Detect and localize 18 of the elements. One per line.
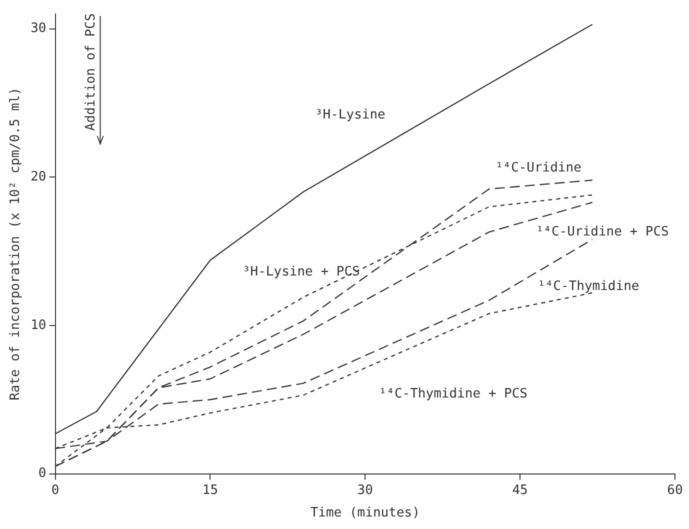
series-label: ¹⁴C-Uridine + PCS <box>536 224 669 240</box>
x-tick-label: 15 <box>202 482 218 498</box>
y-axis-title: Rate of incorporation (x 10² cpm/0.5 ml) <box>8 87 24 400</box>
x-tick-label: 30 <box>357 482 373 498</box>
y-tick-label: 30 <box>30 21 46 36</box>
series-label: ¹⁴C-Thymidine + PCS <box>378 386 528 402</box>
series-label: ³H-Lysine + PCS <box>242 264 360 280</box>
x-tick-label: 0 <box>51 482 60 498</box>
y-tick-label: 20 <box>30 170 46 185</box>
series-label: ¹⁴C-Thymidine <box>537 278 640 294</box>
y-tick-label: 0 <box>38 466 46 482</box>
series-label: ³H-Lysine <box>314 107 386 122</box>
series-label: ¹⁴C-Uridine <box>495 160 582 176</box>
x-tick-label: 60 <box>667 482 683 498</box>
x-tick-label: 45 <box>512 482 528 498</box>
x-axis-title: Time (minutes) <box>310 506 420 521</box>
annotation: Addition of PCS <box>84 13 99 131</box>
y-tick-label: 10 <box>30 318 46 333</box>
